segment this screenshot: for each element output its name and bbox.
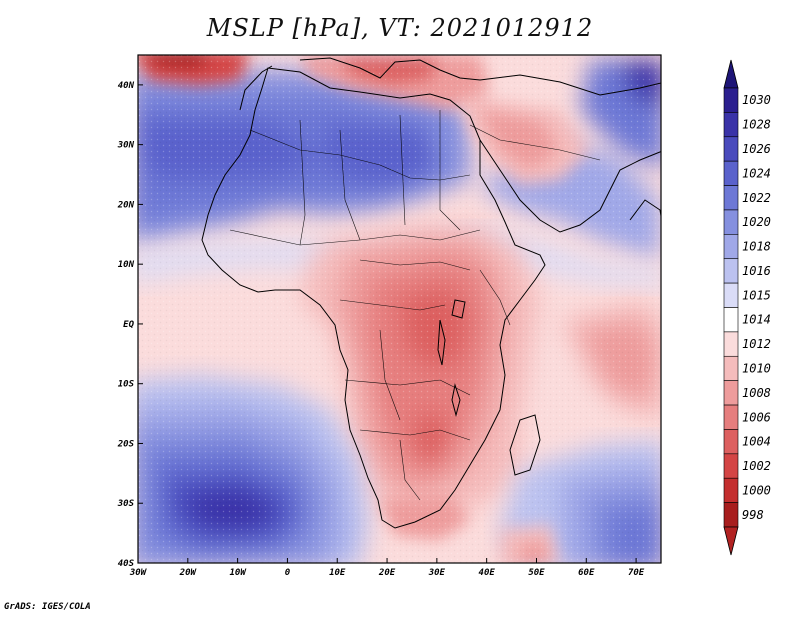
border-libya-chad [399,114,406,226]
y-tick-label: 10S [118,380,135,390]
y-tick-label: EQ [123,320,134,330]
colorbar-swatch [723,429,739,455]
y-tick-label: 40N [118,81,135,91]
border-niger [339,129,361,241]
map-frame [137,54,662,564]
colorbar-label: 1014 [742,313,771,327]
colorbar-swatch [723,234,739,260]
colorbar-swatch [723,160,739,186]
border-botswana [399,439,421,501]
y-tick-label: 20N [117,200,135,210]
colorbar-swatch [723,453,739,479]
lake-victoria [451,299,466,319]
colorbar-label: 1010 [742,361,771,375]
border-mali-algeria [299,119,306,246]
x-tick-label: 50E [528,568,545,578]
x-tick-label: 40E [479,568,496,578]
colorbar-swatch [723,87,739,113]
border-sahel [229,229,481,246]
border-southern-1 [344,379,471,396]
x-tick-label: 20E [378,568,396,578]
colorbar-label: 1026 [742,142,771,156]
border-middle-east [469,124,601,161]
colorbar-label: 1028 [742,118,771,132]
x-tick-label: 0 [285,568,291,578]
pressure-field [138,55,661,563]
colorbar-label: 1012 [742,337,771,351]
india-coast [629,199,661,221]
y-tick-label: 40S [118,559,135,569]
y-tick-label: 30N [117,141,135,151]
colorbar-label: 1006 [742,410,771,424]
colorbar-label: 1024 [742,166,771,180]
colorbar-label: 1020 [742,215,771,229]
border-drc-angola [379,329,401,421]
colorbar-label: 1018 [742,240,771,254]
colorbar-label: 1022 [742,191,771,205]
x-tick-label: 10W [229,568,247,578]
iberia-coast [239,65,273,111]
colorbar-swatch [723,355,739,381]
border-egypt-sudan [439,110,461,231]
colorbar-label: 1015 [742,288,771,302]
colorbar-swatch [723,380,739,406]
colorbar-label: 1016 [742,264,771,278]
colorbar-label: 1002 [742,459,771,473]
arabian-coast [479,139,661,233]
colorbar-label: 1000 [742,483,771,497]
colorbar-top-arrow [723,59,739,89]
africa-outline [201,67,546,529]
colorbar-label: 998 [742,508,764,522]
colorbar: 1030 1028 1026 1024 1022 1020 1018 1016 1015 1014… [723,59,771,556]
x-tick-label: 70E [628,568,645,578]
texture-overlay [138,55,661,563]
colorbar-swatch [723,477,739,503]
colorbar-swatch [723,307,739,333]
y-axis: 40N 30N 20N 10N EQ 10S 20S 30S 40S [117,81,143,569]
madagascar-outline [509,414,541,476]
x-tick-label: 30E [428,568,446,578]
colorbar-swatch [723,282,739,308]
colorbar-swatch [723,502,739,528]
map-title: MSLP [hPa], VT: 2021012912 [206,14,594,42]
colorbar-label: 1004 [742,435,771,449]
colorbar-swatch [723,258,739,284]
colorbar-label: 1008 [742,386,771,400]
colorbar-swatch [723,209,739,235]
y-tick-label: 30S [117,499,135,509]
x-tick-label: 20W [179,568,198,578]
country-borders [229,110,601,501]
southern-europe-coast [299,57,661,96]
x-tick-label: 10E [329,568,346,578]
lake-malawi [451,383,461,417]
colorbar-bottom-arrow [723,526,739,556]
colorbar-swatch [723,185,739,211]
colorbar-swatch [723,404,739,430]
y-tick-label: 10N [118,260,135,270]
border-congo [339,299,446,311]
border-east-africa [479,269,511,326]
colorbar-swatch [723,331,739,357]
grads-credit: GrADS: IGES/COLA [4,602,91,612]
colorbar-swatch [723,136,739,162]
x-tick-label: 60E [578,568,595,578]
colorbar-label: 1030 [742,93,771,107]
colorbar-swatch [723,112,739,138]
border-car [359,259,471,271]
x-tick-label: 30W [129,568,148,578]
x-axis: 30W 20W 10W 0 10E 20E 30E 40E 50E 60E 70E [129,558,645,578]
coastlines [201,57,661,529]
border-southern-2 [359,429,471,441]
y-tick-label: 20S [117,439,135,449]
lake-tanganyika [437,319,446,366]
